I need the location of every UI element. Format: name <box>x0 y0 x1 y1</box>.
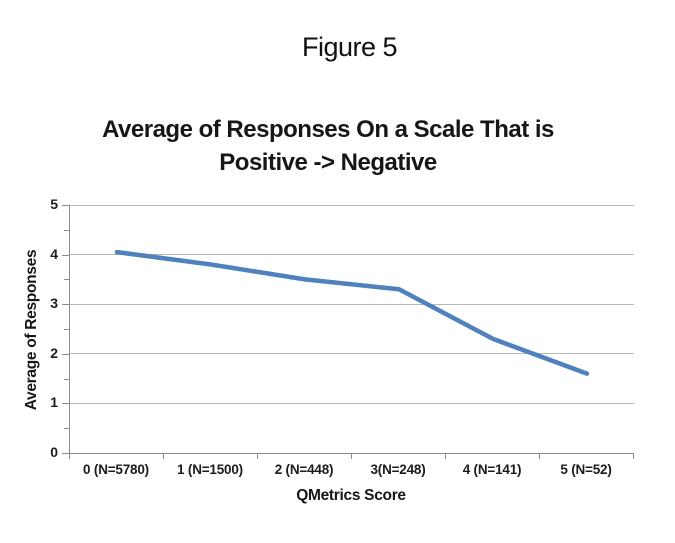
y-axis-tick <box>62 403 69 405</box>
y-tick-label: 3 <box>50 295 58 312</box>
gridline <box>70 402 634 404</box>
y-axis-title: Average of Responses <box>23 249 40 411</box>
x-tick-label: 5 (N=52) <box>560 462 612 477</box>
x-axis-tick <box>163 454 164 459</box>
y-tick-label: 1 <box>50 394 58 411</box>
chart-title-line1: Average of Responses On a Scale That is <box>102 116 554 143</box>
x-tick-label: 4 (N=141) <box>462 462 522 477</box>
x-tick-label: 2 (N=448) <box>274 462 334 477</box>
chart-title: Average of Responses On a Scale That is … <box>0 113 656 179</box>
x-axis-tick <box>445 454 446 459</box>
gridline <box>70 353 634 355</box>
y-axis-tick <box>62 254 69 256</box>
y-axis-tick <box>62 453 69 454</box>
plot-area <box>69 204 634 454</box>
y-tick-label: 0 <box>50 444 58 460</box>
x-axis-tick <box>351 454 352 459</box>
data-line-series <box>114 249 590 376</box>
y-tick-label: 4 <box>50 245 58 262</box>
x-axis-tick <box>539 454 540 459</box>
y-axis-minor-tick <box>64 378 69 380</box>
x-tick-label: 3(N=248) <box>370 462 426 477</box>
y-axis-tick <box>62 304 69 306</box>
y-tick-label: 2 <box>50 344 58 361</box>
chart-title-line2: Positive -> Negative <box>219 149 437 176</box>
y-axis-minor-tick <box>64 428 69 430</box>
x-tick-label: 0 (N=5780) <box>83 462 149 477</box>
x-axis-tick <box>257 454 258 459</box>
x-axis-tick <box>633 454 634 459</box>
y-axis-tick <box>62 353 69 355</box>
x-tick-label: 1 (N=1500) <box>177 462 243 477</box>
y-axis-minor-tick <box>64 229 69 231</box>
y-axis-tick <box>62 205 69 206</box>
y-tick-label: 5 <box>50 196 58 212</box>
x-axis-title: QMetrics Score <box>296 487 406 504</box>
x-axis-tick <box>69 454 70 459</box>
data-line <box>114 249 590 376</box>
y-axis-minor-tick <box>64 279 69 281</box>
figure-label: Figure 5 <box>301 32 398 62</box>
y-axis-minor-tick <box>64 329 69 330</box>
gridline <box>70 254 634 256</box>
gridline <box>70 204 634 206</box>
gridline <box>70 303 634 305</box>
